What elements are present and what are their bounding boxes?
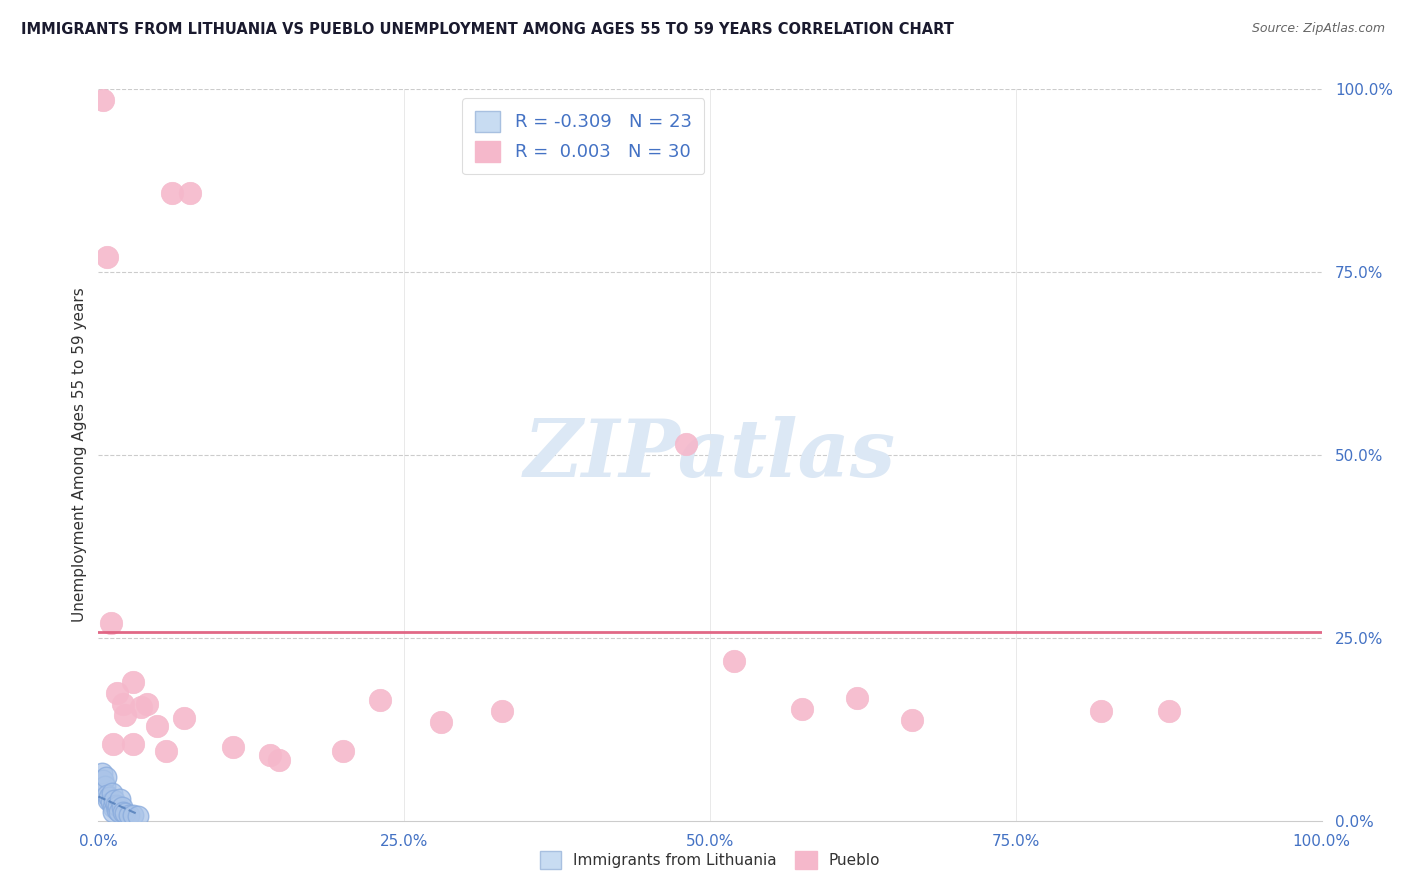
Point (430, 714, 453, 729)
Point (98, 790, 121, 805)
Point (94, 770, 117, 784)
Point (105, 803, 128, 817)
Point (160, 186, 183, 200)
Point (96, 788, 118, 802)
Point (111, 697, 134, 711)
Point (269, 753, 291, 767)
Point (129, 700, 152, 714)
Point (901, 713, 924, 727)
Point (146, 718, 169, 732)
Point (103, 793, 125, 807)
Text: Source: ZipAtlas.com: Source: ZipAtlas.com (1251, 22, 1385, 36)
Point (107, 799, 129, 814)
Point (1090, 704, 1112, 718)
Point (155, 744, 177, 758)
Point (91, 773, 114, 788)
Point (332, 744, 354, 758)
Point (104, 797, 127, 812)
Point (111, 805, 134, 819)
Point (118, 807, 141, 822)
Point (723, 654, 745, 668)
Point (114, 707, 136, 722)
Point (121, 674, 143, 689)
Point (790, 702, 813, 716)
Point (675, 437, 697, 451)
Point (101, 805, 124, 819)
Point (179, 186, 201, 200)
Point (91, 93, 114, 107)
Point (105, 686, 128, 700)
Point (845, 690, 868, 705)
Point (101, 800, 124, 814)
Point (127, 809, 149, 823)
Point (491, 704, 513, 718)
Point (121, 807, 143, 822)
Point (93, 779, 115, 793)
Text: IMMIGRANTS FROM LITHUANIA VS PUEBLO UNEMPLOYMENT AMONG AGES 55 TO 59 YEARS CORRE: IMMIGRANTS FROM LITHUANIA VS PUEBLO UNEM… (21, 22, 953, 37)
Point (96, 251, 118, 265)
Point (101, 786, 124, 800)
Point (108, 805, 131, 819)
Y-axis label: Unemployment Among Ages 55 to 59 years: Unemployment Among Ages 55 to 59 years (72, 287, 87, 623)
Text: ZIPatlas: ZIPatlas (524, 417, 896, 493)
Point (111, 800, 134, 814)
Point (101, 737, 124, 751)
Point (114, 806, 136, 821)
Point (97, 793, 120, 807)
Point (100, 616, 122, 631)
Point (259, 747, 281, 762)
Point (100, 796, 122, 810)
Point (136, 697, 159, 711)
Point (1157, 704, 1180, 718)
Point (368, 693, 391, 707)
Legend: Immigrants from Lithuania, Pueblo: Immigrants from Lithuania, Pueblo (534, 846, 886, 875)
Point (110, 791, 132, 805)
Point (222, 740, 245, 755)
Point (173, 711, 195, 725)
Point (121, 737, 143, 751)
Point (91, 766, 114, 780)
